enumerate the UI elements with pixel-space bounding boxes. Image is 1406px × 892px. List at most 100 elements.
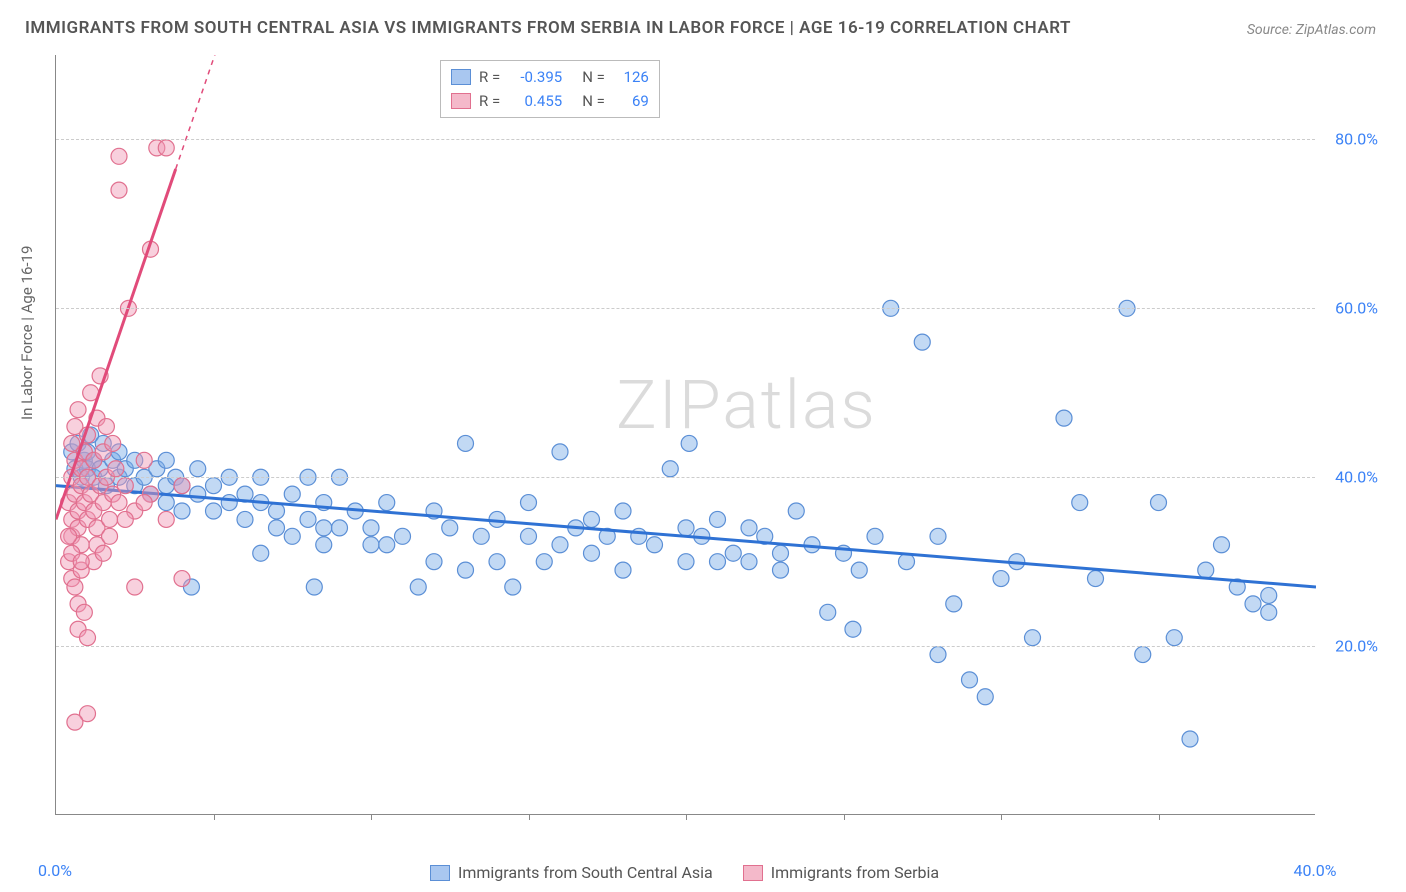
data-point bbox=[64, 435, 80, 451]
data-point bbox=[67, 579, 83, 595]
legend-swatch bbox=[743, 865, 763, 881]
legend-bottom: Immigrants from South Central Asia Immig… bbox=[430, 863, 939, 882]
x-tick-label: 0.0% bbox=[38, 861, 72, 880]
data-point bbox=[867, 528, 883, 544]
data-point bbox=[1182, 731, 1198, 747]
data-point bbox=[284, 528, 300, 544]
data-point bbox=[102, 511, 118, 527]
data-point bbox=[284, 486, 300, 502]
legend-stats-box: R = -0.395 N = 126 R = 0.455 N = 69 bbox=[440, 60, 660, 118]
y-tick-label: 80.0% bbox=[1335, 130, 1378, 149]
data-point bbox=[521, 495, 537, 511]
data-point bbox=[678, 520, 694, 536]
data-point bbox=[820, 604, 836, 620]
data-point bbox=[741, 520, 757, 536]
data-point bbox=[174, 478, 190, 494]
data-point bbox=[269, 520, 285, 536]
y-tick-label: 60.0% bbox=[1335, 299, 1378, 318]
data-point bbox=[1198, 562, 1214, 578]
data-point bbox=[117, 511, 133, 527]
data-point bbox=[363, 537, 379, 553]
data-point bbox=[95, 545, 111, 561]
data-point bbox=[458, 435, 474, 451]
data-point bbox=[76, 604, 92, 620]
legend-label: Immigrants from Serbia bbox=[771, 863, 939, 882]
data-point bbox=[899, 554, 915, 570]
data-point bbox=[442, 520, 458, 536]
data-point bbox=[521, 528, 537, 544]
data-point bbox=[552, 444, 568, 460]
data-point bbox=[332, 520, 348, 536]
y-axis-label: In Labor Force | Age 16-19 bbox=[18, 246, 36, 420]
data-point bbox=[70, 402, 86, 418]
y-tick-label: 40.0% bbox=[1335, 468, 1378, 487]
data-point bbox=[681, 435, 697, 451]
data-point bbox=[158, 140, 174, 156]
data-point bbox=[1072, 495, 1088, 511]
data-point bbox=[158, 452, 174, 468]
data-point bbox=[473, 528, 489, 544]
x-tick bbox=[1001, 814, 1002, 820]
data-point bbox=[67, 714, 83, 730]
stat-r-label: R = bbox=[479, 65, 500, 89]
y-tick-label: 20.0% bbox=[1335, 637, 1378, 656]
data-point bbox=[678, 554, 694, 570]
data-point bbox=[67, 419, 83, 435]
legend-stats-row: R = -0.395 N = 126 bbox=[451, 65, 649, 89]
data-point bbox=[426, 554, 442, 570]
data-point bbox=[647, 537, 663, 553]
data-point bbox=[174, 503, 190, 519]
data-point bbox=[190, 486, 206, 502]
data-point bbox=[105, 435, 121, 451]
data-point bbox=[1135, 647, 1151, 663]
data-point bbox=[395, 528, 411, 544]
stat-n-value: 126 bbox=[613, 65, 649, 89]
stat-r-value: -0.395 bbox=[508, 65, 562, 89]
data-point bbox=[1261, 587, 1277, 603]
data-point bbox=[962, 672, 978, 688]
data-point bbox=[930, 528, 946, 544]
data-point bbox=[993, 571, 1009, 587]
data-point bbox=[930, 647, 946, 663]
data-point bbox=[206, 478, 222, 494]
data-point bbox=[108, 461, 124, 477]
data-point bbox=[725, 545, 741, 561]
data-point bbox=[316, 520, 332, 536]
data-point bbox=[914, 334, 930, 350]
x-tick-label: 40.0% bbox=[1294, 861, 1337, 880]
data-point bbox=[237, 511, 253, 527]
data-point bbox=[136, 452, 152, 468]
data-point bbox=[98, 419, 114, 435]
legend-swatch bbox=[451, 93, 471, 109]
stat-n-label: N = bbox=[582, 65, 605, 89]
data-point bbox=[306, 579, 322, 595]
x-tick bbox=[686, 814, 687, 820]
data-point bbox=[1166, 630, 1182, 646]
data-point bbox=[1088, 571, 1104, 587]
trendline bbox=[56, 486, 1316, 587]
legend-item: Immigrants from Serbia bbox=[743, 863, 939, 882]
legend-swatch bbox=[451, 69, 471, 85]
data-point bbox=[73, 554, 89, 570]
data-point bbox=[1056, 410, 1072, 426]
x-tick bbox=[529, 814, 530, 820]
data-point bbox=[615, 503, 631, 519]
trendline-dashed bbox=[176, 55, 230, 169]
data-point bbox=[536, 554, 552, 570]
data-point bbox=[977, 689, 993, 705]
gridline-h bbox=[56, 646, 1315, 647]
chart-title: IMMIGRANTS FROM SOUTH CENTRAL ASIA VS IM… bbox=[25, 18, 1071, 38]
data-point bbox=[584, 511, 600, 527]
data-point bbox=[190, 461, 206, 477]
data-point bbox=[300, 511, 316, 527]
data-point bbox=[111, 182, 127, 198]
data-point bbox=[206, 503, 222, 519]
data-point bbox=[615, 562, 631, 578]
data-point bbox=[102, 528, 118, 544]
x-tick bbox=[214, 814, 215, 820]
legend-item: Immigrants from South Central Asia bbox=[430, 863, 713, 882]
data-point bbox=[379, 495, 395, 511]
data-point bbox=[221, 495, 237, 511]
data-point bbox=[788, 503, 804, 519]
data-point bbox=[158, 495, 174, 511]
